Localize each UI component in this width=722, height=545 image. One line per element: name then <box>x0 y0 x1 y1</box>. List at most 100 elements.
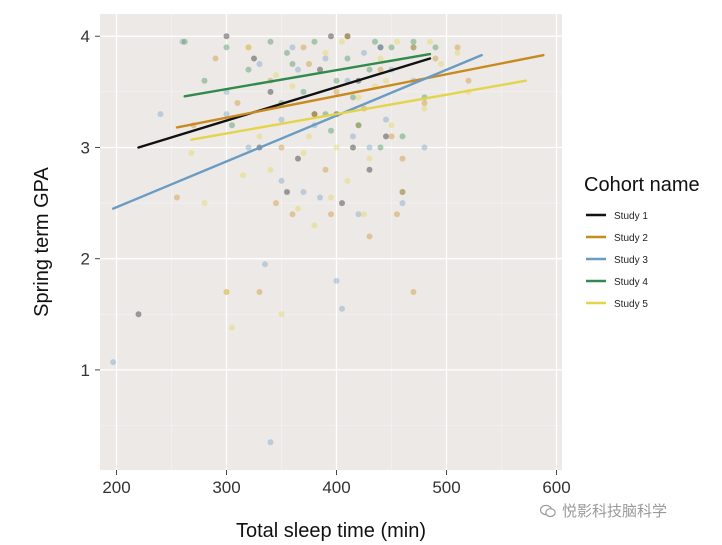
data-point-study-3 <box>267 439 274 446</box>
data-point-study-3 <box>322 55 329 62</box>
data-point-study-5 <box>438 61 444 68</box>
data-point-study-4 <box>284 49 290 56</box>
data-point-study-3 <box>110 359 117 366</box>
data-point-study-1 <box>399 188 406 195</box>
data-point-study-5 <box>245 44 252 51</box>
data-point-study-2 <box>322 166 329 173</box>
fit-line-study-1 <box>137 57 432 149</box>
data-point-study-2 <box>223 289 230 296</box>
data-point-study-3 <box>262 261 268 268</box>
data-point-study-5 <box>229 324 235 331</box>
data-point-study-3 <box>256 61 263 68</box>
data-point-study-5 <box>383 77 389 84</box>
x-tick-label: 600 <box>542 478 570 497</box>
data-point-study-2 <box>212 55 219 62</box>
legend-title: Cohort name <box>584 174 700 196</box>
data-point-study-5 <box>201 200 208 207</box>
data-point-study-3 <box>361 49 367 56</box>
data-point-study-4 <box>333 77 340 84</box>
data-point-study-4 <box>366 66 373 73</box>
data-point-study-1 <box>311 111 318 118</box>
x-tick-label: 500 <box>432 478 460 497</box>
data-point-study-5 <box>339 38 345 45</box>
data-point-study-5 <box>289 83 296 90</box>
data-point-study-2 <box>394 211 400 218</box>
data-point-study-5 <box>300 150 307 157</box>
data-point-study-4 <box>229 122 235 129</box>
grid-minor <box>100 14 562 470</box>
data-point-study-3 <box>157 111 164 118</box>
data-point-study-1 <box>251 55 257 62</box>
data-point-study-2 <box>306 61 312 68</box>
data-point-study-1 <box>267 88 274 95</box>
data-point-study-2 <box>344 33 351 40</box>
fit-line-study-3 <box>111 53 483 210</box>
y-axis-title: Spring term GPA <box>31 167 53 317</box>
data-point-study-5 <box>361 211 367 218</box>
data-point-study-2 <box>300 44 307 51</box>
data-point-study-5 <box>256 133 263 140</box>
legend-label-study-3: Study 3 <box>614 255 648 266</box>
data-point-study-2 <box>311 111 318 118</box>
x-tick-label: 200 <box>102 478 130 497</box>
data-point-study-5 <box>344 177 351 184</box>
data-point-study-5 <box>333 144 340 151</box>
data-point-study-3 <box>179 38 186 45</box>
data-point-study-5 <box>355 94 362 101</box>
data-point-study-5 <box>394 38 400 45</box>
data-point-study-2 <box>421 99 428 106</box>
data-point-study-1 <box>377 44 384 51</box>
data-point-study-2 <box>289 211 296 218</box>
y-tick-label: 2 <box>81 250 90 269</box>
data-point-study-4 <box>410 38 417 45</box>
data-point-study-5 <box>421 105 428 112</box>
data-point-study-2 <box>355 122 362 129</box>
data-point-study-3 <box>350 133 356 140</box>
x-axis-title: Total sleep time (min) <box>236 520 426 542</box>
data-point-study-4 <box>432 44 439 51</box>
data-point-study-5 <box>322 49 329 56</box>
data-point-study-2 <box>278 144 285 151</box>
data-point-study-5 <box>454 49 461 56</box>
data-point-study-4 <box>311 38 318 45</box>
data-point-study-1 <box>223 33 230 40</box>
data-point-study-2 <box>399 155 406 162</box>
y-tick-label: 4 <box>81 27 90 46</box>
data-point-study-2 <box>377 66 384 73</box>
data-point-study-1 <box>339 200 345 207</box>
data-point-study-4 <box>300 88 307 95</box>
data-point-study-5 <box>366 155 373 162</box>
watermark-text: 悦影科技脑科学 <box>562 502 668 520</box>
legend-label-study-5: Study 5 <box>614 299 648 310</box>
data-point-study-4 <box>399 133 406 140</box>
fit-line-study-2 <box>175 53 545 129</box>
data-point-study-4 <box>245 66 252 73</box>
data-point-study-3 <box>223 111 230 118</box>
data-point-study-4 <box>372 38 378 45</box>
data-point-study-3 <box>377 44 384 51</box>
data-point-study-3 <box>278 116 285 123</box>
watermark: 悦影科技脑科学 <box>540 500 667 521</box>
data-point-study-5 <box>188 150 195 157</box>
data-point-study-5 <box>240 172 246 179</box>
legend-label-study-1: Study 1 <box>614 211 648 222</box>
data-point-study-5 <box>399 188 406 195</box>
data-point-study-4 <box>350 94 356 101</box>
data-point-study-5 <box>388 122 395 129</box>
data-point-study-1 <box>366 166 373 173</box>
data-point-study-5 <box>377 55 384 62</box>
data-point-study-4 <box>223 44 230 51</box>
data-point-study-5 <box>328 194 334 201</box>
data-point-study-2 <box>366 233 373 240</box>
legend-label-study-2: Study 2 <box>614 233 648 244</box>
data-point-study-3 <box>355 211 362 218</box>
data-point-study-2 <box>333 88 340 95</box>
data-point-study-1 <box>350 144 356 151</box>
data-point-study-2 <box>245 44 252 51</box>
data-point-study-3 <box>421 144 428 151</box>
data-point-study-4 <box>181 38 188 45</box>
data-point-study-5 <box>278 311 285 318</box>
data-point-study-2 <box>410 289 417 296</box>
data-point-study-3 <box>333 277 340 284</box>
data-point-study-1 <box>135 311 142 318</box>
